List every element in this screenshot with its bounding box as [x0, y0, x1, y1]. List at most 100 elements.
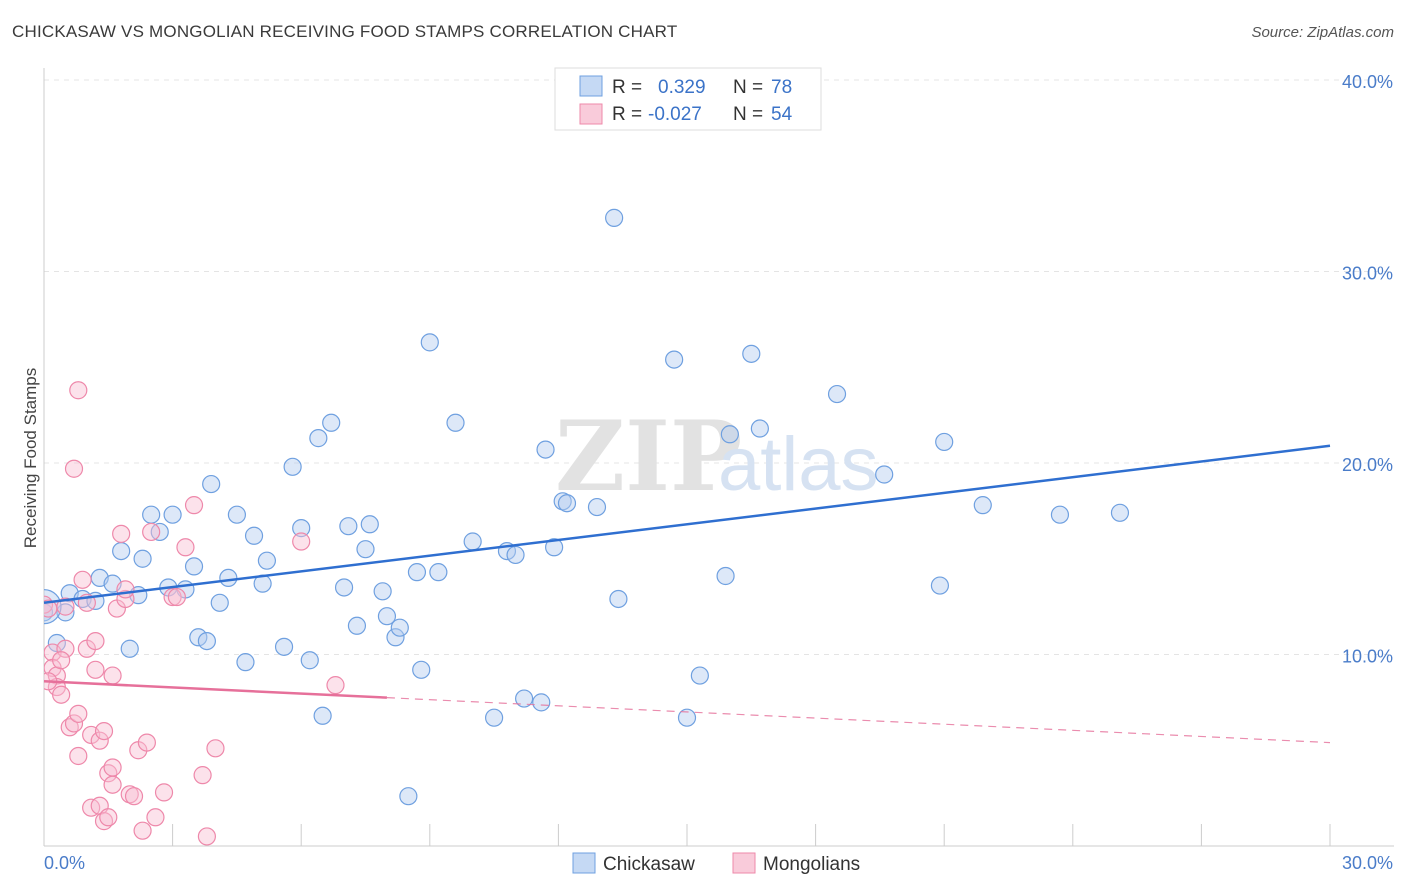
- point-chickasaw-15: [163, 505, 182, 524]
- point-mongolians-39: [142, 522, 161, 542]
- legend-n-value-1: 78: [771, 77, 792, 98]
- point-mongolians-24: [94, 721, 114, 741]
- point-chickasaw-19: [197, 631, 216, 651]
- point-chickasaw-49: [446, 413, 465, 432]
- source-credit: Source: ZipAtlas.com: [1251, 24, 1394, 41]
- point-mongolians-26: [103, 666, 122, 685]
- point-mongolians-47: [193, 766, 212, 785]
- watermark-zip: ZIP: [555, 400, 742, 513]
- bottom-legend-mongolians: Mongolians: [763, 854, 860, 875]
- point-chickasaw-70: [827, 384, 847, 404]
- point-mongolians-8: [56, 639, 75, 658]
- point-chickasaw-40: [373, 582, 392, 601]
- bottom-swatch-chickasaw: [572, 852, 596, 874]
- trend-lines: [43, 444, 1331, 744]
- point-mongolians-15: [69, 381, 88, 400]
- point-chickasaw-59: [557, 494, 577, 513]
- trend-chickasaw: [43, 444, 1331, 605]
- point-chickasaw-21: [210, 593, 229, 612]
- point-chickasaw-44: [399, 787, 418, 806]
- point-chickasaw-65: [690, 666, 709, 685]
- point-mongolians-16: [73, 570, 92, 589]
- point-mongolians-12: [69, 746, 88, 766]
- x-tick-label-30: 30.0%: [1342, 853, 1393, 873]
- point-chickasaw-72: [930, 576, 950, 595]
- x-tick-label-0: 0.0%: [44, 853, 85, 873]
- point-chickasaw-38: [356, 540, 375, 559]
- point-chickasaw-56: [536, 440, 555, 459]
- data-points: [44, 208, 1130, 846]
- point-chickasaw-57: [545, 538, 564, 557]
- legend-swatch-chickasaw: [579, 75, 603, 97]
- legend-r-label-2: R =: [612, 104, 642, 125]
- point-chickasaw-46: [412, 660, 431, 679]
- point-chickasaw-25: [244, 526, 264, 545]
- point-mongolians-34: [116, 589, 135, 609]
- point-mongolians-6: [52, 685, 71, 704]
- chart-title: CHICKASAW VS MONGOLIAN RECEIVING FOOD ST…: [12, 22, 678, 41]
- point-chickasaw-37: [347, 616, 367, 635]
- grid-lines: [44, 79, 1394, 655]
- point-mongolians-48: [197, 827, 216, 846]
- point-mongolians-52: [116, 580, 135, 599]
- point-chickasaw-39: [360, 515, 379, 534]
- point-chickasaw-8: [112, 541, 131, 561]
- point-mongolians-14: [64, 459, 84, 478]
- watermark-atlas: atlas: [718, 422, 879, 507]
- point-chickasaw-68: [742, 344, 761, 363]
- point-chickasaw-73: [935, 432, 954, 452]
- point-mongolians-51: [326, 676, 345, 695]
- trend-mongolians-dashed: [386, 697, 1331, 744]
- point-chickasaw-24: [236, 653, 255, 672]
- point-chickasaw-22: [219, 568, 238, 588]
- point-chickasaw-27: [257, 551, 277, 570]
- point-mongolians-23: [90, 731, 109, 750]
- legend-n-label-1: N =: [733, 77, 763, 98]
- legend-r-value-1: 0.329: [658, 77, 706, 98]
- point-mongolians-45: [176, 538, 195, 557]
- point-mongolians-31: [99, 808, 118, 827]
- trend-mongolians-solid: [43, 680, 387, 699]
- point-mongolians-33: [112, 524, 131, 543]
- point-chickasaw-71: [875, 465, 894, 484]
- point-chickasaw-51: [485, 708, 504, 727]
- point-mongolians-49: [206, 739, 225, 758]
- point-chickasaw-54: [515, 689, 534, 708]
- point-chickasaw-23: [227, 505, 246, 524]
- point-mongolians-22: [86, 660, 105, 679]
- point-chickasaw-11: [133, 549, 152, 568]
- point-chickasaw-53: [506, 545, 525, 565]
- bottom-legend-chickasaw: Chickasaw: [603, 854, 695, 875]
- y-axis-label: Receiving Food Stamps: [21, 368, 40, 548]
- point-chickasaw-30: [292, 519, 311, 538]
- axes: [43, 68, 1394, 847]
- point-mongolians-41: [133, 821, 152, 840]
- point-chickasaw-41: [377, 607, 397, 626]
- point-chickasaw-31: [300, 651, 319, 670]
- point-mongolians-46: [184, 496, 204, 515]
- point-chickasaw-47: [420, 333, 439, 352]
- point-mongolians-50: [292, 532, 311, 551]
- point-chickasaw-20: [202, 474, 221, 494]
- point-mongolians-32: [103, 775, 122, 794]
- point-chickasaw-74: [973, 496, 992, 515]
- point-chickasaw-34: [322, 413, 341, 432]
- point-chickasaw-29: [283, 457, 302, 476]
- point-chickasaw-42: [386, 628, 405, 647]
- point-chickasaw-60: [587, 497, 607, 517]
- point-chickasaw-50: [463, 532, 482, 551]
- point-mongolians-27: [103, 758, 122, 777]
- legend-n-value-2: 54: [771, 104, 793, 125]
- point-chickasaw-45: [407, 563, 427, 582]
- point-chickasaw-61: [605, 208, 624, 227]
- point-chickasaw-62: [609, 589, 628, 609]
- bottom-swatch-mongolians: [732, 852, 756, 874]
- tick-labels: 10.0% 20.0% 30.0% 40.0% 0.0% 30.0%: [44, 72, 1393, 873]
- point-mongolians-44: [167, 587, 186, 607]
- y-tick-label-30: 30.0%: [1342, 264, 1393, 284]
- y-tick-label-40: 40.0%: [1342, 72, 1393, 92]
- y-tick-label-20: 20.0%: [1342, 455, 1393, 475]
- point-mongolians-11: [64, 714, 84, 733]
- legend-swatch-mongolians: [579, 103, 603, 125]
